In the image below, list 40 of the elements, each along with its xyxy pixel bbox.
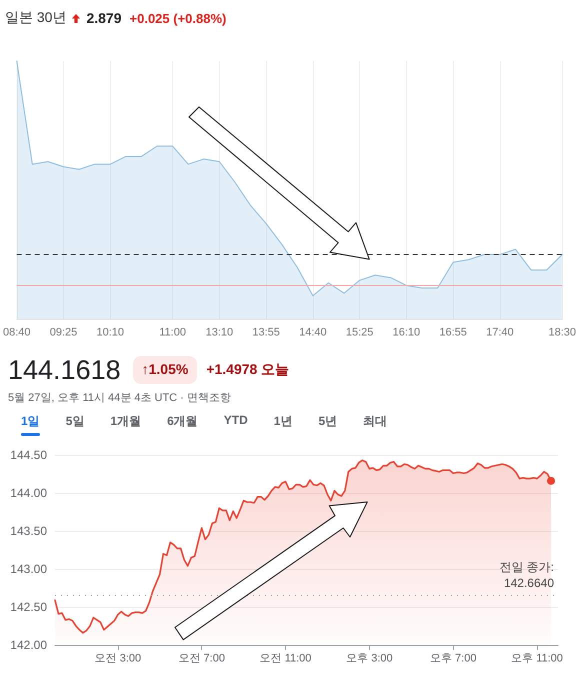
text: ↑1.05% [142, 361, 188, 377]
x-tick-label: 16:10 [392, 326, 420, 338]
y-tick-label: 143.00 [10, 562, 48, 576]
x-tick-label: 18:30 [548, 326, 576, 338]
y-tick-label: 143.50 [10, 524, 48, 538]
x-tick-label: 15:25 [346, 326, 374, 338]
x-tick-label: 16:55 [439, 326, 467, 338]
x-tick-label: 오후 3:00 [346, 652, 393, 664]
x-tick-label: 오전 7:00 [178, 652, 225, 664]
text: 최대 [363, 413, 388, 430]
x-tick-label: 오후 11:00 [511, 652, 563, 664]
text: 5년 [318, 413, 338, 430]
y-tick-label: 144.50 [10, 448, 48, 462]
x-tick-label: 13:55 [252, 326, 280, 338]
ref-line-label: 전일 종가: 142.6640 [499, 560, 554, 590]
text: 2.879 [86, 10, 122, 26]
x-tick-label: 13:10 [206, 326, 234, 338]
text: +1.4978 오늘 [206, 361, 290, 379]
x-tick-label: 09:25 [50, 326, 78, 338]
chart-title: 일본 30년 [5, 9, 66, 27]
y-tick-label: 144.00 [10, 486, 48, 500]
chart-title: 144.1618 [8, 355, 121, 385]
text: 1개월 [110, 413, 142, 430]
y-tick-label: 142.50 [10, 600, 48, 614]
x-tick-label: 10:10 [96, 326, 124, 338]
x-tick-label: 오후 7:00 [430, 652, 476, 664]
text: 1년 [274, 413, 292, 430]
text: 6개월 [167, 413, 198, 430]
x-tick-label: 17:40 [486, 326, 514, 338]
x-tick-label: 14:40 [299, 326, 327, 338]
text: 5일 [66, 413, 84, 430]
x-tick-label: 11:00 [159, 326, 186, 338]
text: YTD [224, 413, 248, 429]
x-tick-label: 오전 3:00 [94, 652, 142, 664]
text: 1일 [21, 413, 40, 430]
x-tick-label: 오전 11:00 [260, 652, 312, 664]
y-tick-label: 142.00 [10, 638, 48, 652]
text: +0.025 (+0.88%) [130, 10, 226, 26]
x-tick-label: 08:40 [3, 326, 31, 338]
chart-subtitle: 5월 27일, 오후 11시 44분 4초 UTC · 면책조항 [8, 391, 231, 405]
